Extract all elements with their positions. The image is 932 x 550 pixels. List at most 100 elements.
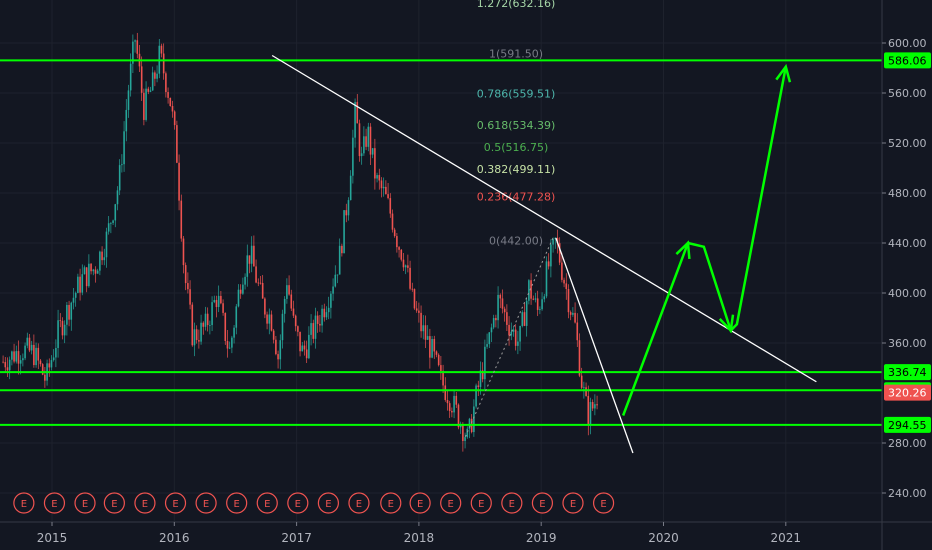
- earnings-marker-icon[interactable]: [501, 492, 523, 514]
- earnings-marker-icon[interactable]: [226, 492, 248, 514]
- candle-body: [165, 73, 167, 93]
- candle-body: [536, 298, 539, 310]
- earnings-marker-icon[interactable]: [74, 492, 96, 514]
- earnings-marker-icon[interactable]: [164, 492, 187, 514]
- earnings-marker-icon[interactable]: [13, 492, 35, 514]
- time-tick-label: 2015: [37, 531, 68, 545]
- earnings-marker-label: E: [325, 499, 331, 510]
- candle-body: [312, 323, 315, 339]
- candle-body: [517, 341, 519, 346]
- candle-body: [393, 229, 396, 237]
- candle-body: [145, 88, 147, 120]
- candle-body: [310, 323, 312, 335]
- projection-path[interactable]: [621, 66, 788, 416]
- candle-body: [134, 40, 136, 42]
- candle-body: [272, 330, 275, 340]
- candle-body: [88, 263, 90, 287]
- candle-body: [448, 403, 451, 411]
- candle-body: [519, 325, 521, 342]
- candlestick-series: [2, 32, 598, 452]
- candle-body: [301, 345, 304, 352]
- candle-body: [107, 223, 110, 232]
- earnings-marker-label: E: [142, 499, 148, 510]
- candle-body: [541, 299, 543, 310]
- candle-body: [514, 329, 517, 346]
- candle-body: [114, 204, 117, 221]
- dotted-trendline[interactable]: [464, 236, 554, 437]
- candle-body: [90, 263, 92, 272]
- price-axis[interactable]: 600.00 560.00 520.00 480.00 440.00 400.00 360.…: [881, 0, 927, 550]
- candle-body: [125, 109, 128, 132]
- candle-body: [376, 175, 378, 179]
- candle-body: [499, 294, 502, 299]
- earnings-marker-icon[interactable]: [134, 492, 156, 514]
- earnings-marker-icon[interactable]: [195, 492, 217, 514]
- earnings-marker-icon[interactable]: [592, 492, 615, 514]
- candle-body: [404, 265, 407, 268]
- candle-body: [187, 283, 189, 290]
- projection-arrow[interactable]: [621, 63, 792, 416]
- candle-body: [369, 126, 372, 155]
- trendline[interactable]: [271, 54, 817, 383]
- candle-body: [488, 332, 491, 345]
- candle-body: [506, 312, 508, 325]
- earnings-marker-label: E: [570, 499, 576, 510]
- time-tick-label: 2019: [526, 531, 557, 545]
- earnings-marker-icon[interactable]: [103, 492, 125, 514]
- candle-body: [244, 276, 246, 285]
- candle-body: [440, 365, 442, 371]
- fib-level-label: 1.272(632.16): [477, 0, 556, 10]
- earnings-marker-icon[interactable]: [256, 492, 278, 514]
- candle-body: [83, 267, 86, 275]
- trendlines[interactable]: [271, 54, 817, 454]
- candle-body: [160, 45, 163, 54]
- candle-body: [259, 282, 262, 284]
- price-tick-label: 440.00: [888, 237, 927, 250]
- candle-body: [198, 340, 200, 342]
- trendline[interactable]: [555, 237, 634, 454]
- candle-body: [204, 313, 207, 327]
- candle-body: [116, 190, 119, 205]
- candle-body: [382, 186, 385, 189]
- earnings-marker-label: E: [356, 499, 362, 510]
- earnings-marker-icon[interactable]: [348, 492, 370, 514]
- time-tick-label: 2018: [404, 531, 435, 545]
- candle-body: [334, 274, 337, 287]
- candle-body: [371, 148, 374, 155]
- earnings-marker-icon[interactable]: [287, 492, 309, 514]
- candle-body: [591, 402, 594, 409]
- earnings-marker-icon[interactable]: [317, 492, 339, 514]
- time-axis[interactable]: 2015 2016 2017 2018 2019 2020 2021: [0, 521, 932, 545]
- candle-body: [561, 262, 563, 280]
- earnings-marker-icon[interactable]: [470, 492, 492, 514]
- time-tick-label: 2016: [159, 531, 190, 545]
- price-tick-label: 280.00: [888, 437, 927, 450]
- candle-body: [442, 370, 444, 386]
- earnings-marker-icon[interactable]: [43, 492, 66, 514]
- candle-body: [79, 276, 81, 293]
- fib-level-label: 0.786(559.51): [477, 88, 556, 101]
- earnings-marker-icon[interactable]: [440, 492, 462, 514]
- candle-body: [578, 340, 581, 376]
- earnings-marker-icon[interactable]: [380, 492, 402, 514]
- candle-body: [433, 338, 436, 352]
- candle-body: [363, 136, 365, 154]
- candle-body: [63, 324, 66, 336]
- candle-body: [543, 296, 546, 300]
- candle-body: [270, 314, 273, 331]
- earnings-marker-icon[interactable]: [562, 492, 584, 514]
- candle-body: [217, 295, 220, 308]
- earnings-marker-icon[interactable]: [531, 492, 554, 514]
- candle-body: [279, 340, 282, 360]
- candle-body: [57, 320, 59, 348]
- earnings-marker-icon[interactable]: [409, 492, 431, 514]
- candle-body: [523, 312, 526, 326]
- candle-body: [547, 261, 550, 267]
- candle-body: [387, 194, 389, 199]
- earnings-marker-label: E: [82, 499, 88, 510]
- candle-body: [261, 282, 264, 299]
- price-tick-label: 480.00: [888, 187, 927, 200]
- horizontal-levels[interactable]: [0, 59, 882, 426]
